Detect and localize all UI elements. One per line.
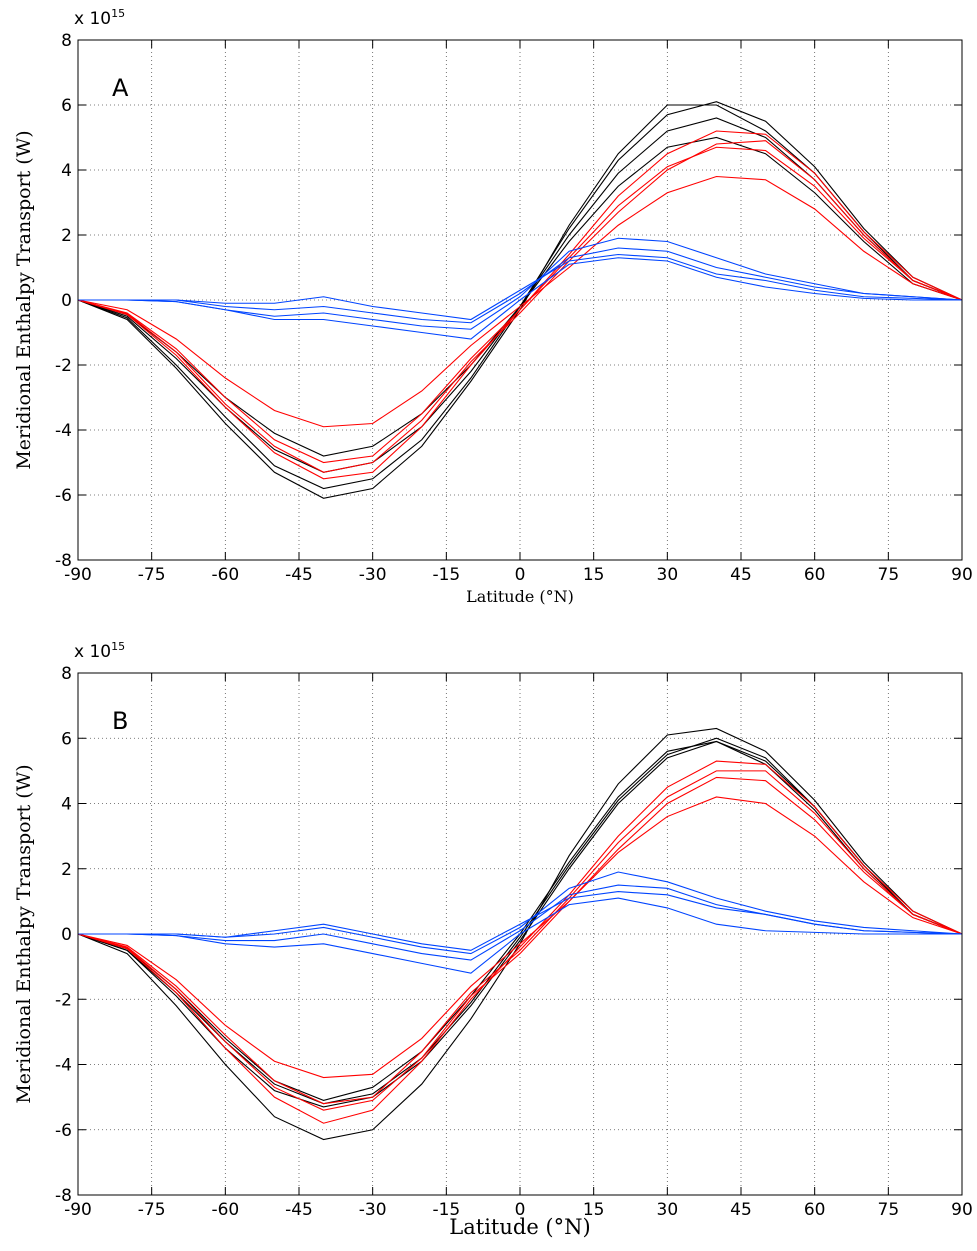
y-axis-label: Meridional Enthalpy Transport (W) [13, 130, 35, 469]
axis-multiplier: x 1015 [74, 640, 125, 662]
y-tick-label: 4 [61, 795, 72, 815]
x-tick-label: -60 [211, 565, 239, 585]
multiplier-base: x 10 [74, 642, 111, 662]
x-tick-label: -45 [285, 1200, 313, 1220]
y-tick-label: 8 [61, 31, 72, 51]
y-tick-label: 2 [61, 860, 72, 880]
x-tick-label: -75 [138, 1200, 166, 1220]
x-tick-label: -15 [432, 1200, 460, 1220]
x-tick-label: 45 [730, 1200, 752, 1220]
data-line [77, 175, 963, 428]
x-tick-label: 0 [515, 1200, 526, 1220]
plot-frame [77, 39, 963, 561]
data-line [78, 897, 962, 974]
x-tick-label: -15 [432, 565, 460, 585]
data-line [78, 247, 963, 324]
x-tick-label: 45 [730, 565, 752, 585]
y-tick-label: -6 [55, 1121, 72, 1141]
x-tick-label: -75 [138, 565, 166, 585]
x-tick-label: -90 [64, 1200, 92, 1220]
y-tick-label: -4 [55, 1056, 72, 1076]
x-tick-label: -60 [211, 1200, 239, 1220]
x-tick-label: 15 [583, 1200, 605, 1220]
data-line [78, 253, 963, 321]
data-line [77, 770, 963, 1105]
y-tick-label: 6 [61, 729, 72, 749]
x-tick-label: 75 [878, 1200, 900, 1220]
multiplier-exponent: 15 [111, 640, 125, 653]
y-tick-label: 2 [61, 226, 72, 246]
data-line [77, 796, 963, 1079]
axis-multiplier: x 1015 [74, 7, 125, 29]
data-line [78, 237, 963, 330]
x-tick-label: 0 [515, 565, 526, 585]
y-tick-label: 8 [61, 664, 72, 684]
y-axis-label: Meridional Enthalpy Transport (W) [13, 764, 35, 1103]
data-line [77, 104, 963, 499]
x-axis-label: Latitude (°N) [449, 1215, 590, 1239]
y-tick-label: -6 [55, 486, 72, 506]
data-line [77, 146, 963, 464]
x-tick-label: 60 [804, 1200, 826, 1220]
x-tick-label: -30 [359, 1200, 387, 1220]
data-line [77, 776, 963, 1111]
x-tick-label: 15 [583, 565, 605, 585]
x-tick-label: -30 [359, 565, 387, 585]
multiplier-base: x 10 [74, 9, 111, 29]
y-tick-label: 4 [61, 161, 72, 181]
x-tick-label: 30 [657, 565, 679, 585]
data-line [78, 891, 963, 951]
data-line [77, 760, 963, 1124]
panel-label: A [112, 74, 129, 102]
x-tick-label: 30 [657, 1200, 679, 1220]
multiplier-exponent: 15 [111, 7, 125, 20]
data-line [77, 140, 963, 473]
x-tick-label: 75 [878, 565, 900, 585]
y-tick-label: 6 [61, 96, 72, 116]
x-axis-label: Latitude (°N) [466, 587, 574, 606]
y-tick-label: -2 [55, 356, 72, 376]
x-tick-label: 90 [951, 565, 973, 585]
y-tick-label: -8 [55, 1186, 72, 1206]
data-line [78, 257, 962, 340]
y-tick-label: -8 [55, 551, 72, 571]
y-tick-label: 0 [61, 291, 72, 311]
y-tick-label: -4 [55, 421, 72, 441]
x-tick-label: -90 [64, 565, 92, 585]
x-tick-label: 60 [804, 565, 826, 585]
panel-label: B [112, 707, 128, 735]
plot-frame [77, 672, 963, 1196]
x-tick-label: 90 [951, 1200, 973, 1220]
y-tick-label: -2 [55, 990, 72, 1010]
y-tick-label: 0 [61, 925, 72, 945]
x-tick-label: -45 [285, 565, 313, 585]
